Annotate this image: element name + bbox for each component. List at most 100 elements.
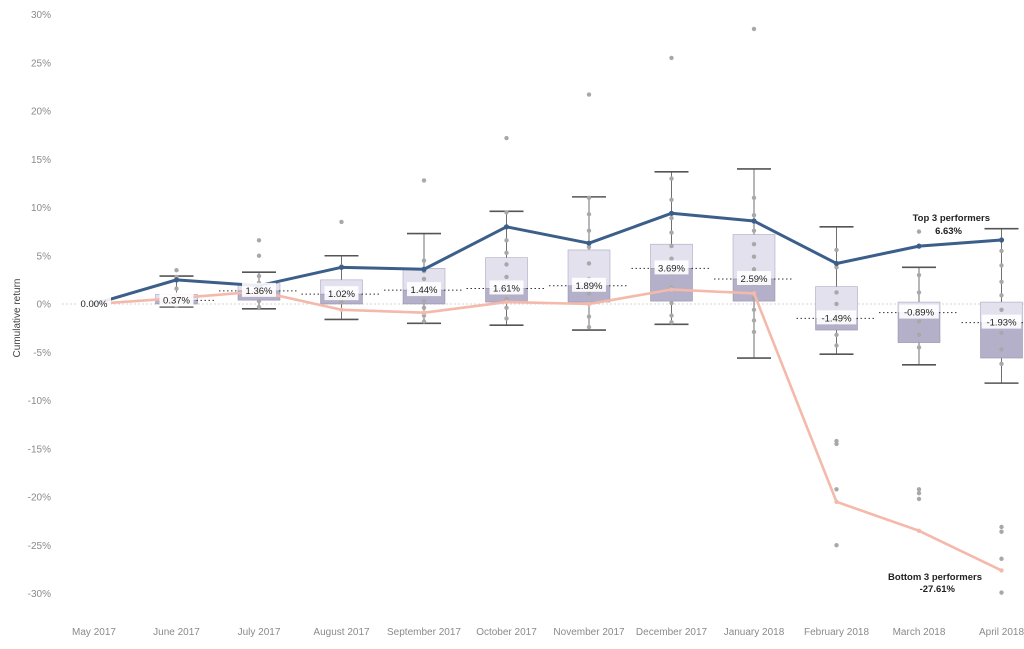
data-point [916,272,922,278]
data-point [339,219,344,225]
data-point [916,332,922,338]
data-point [999,307,1004,312]
data-point [916,290,922,295]
bottom-series-label: Bottom 3 performers [888,572,982,583]
data-point [669,313,674,318]
x-tick-label: May 2017 [72,627,116,638]
data-point [174,268,179,273]
series-point [504,299,509,305]
data-point [751,26,757,32]
data-point [504,210,509,215]
x-tick-label: August 2017 [313,627,370,638]
data-point [421,276,427,282]
data-point [421,319,427,324]
data-point [834,301,839,307]
median-label-bg [981,314,1022,329]
median-label-bg [324,286,359,301]
series-point [586,301,592,307]
data-point [504,262,509,267]
data-point [339,299,344,305]
median-label-bg [899,304,939,319]
series-point [998,237,1005,243]
series-point [668,210,675,216]
data-point [834,343,839,348]
x-tick-label: January 2018 [724,627,785,638]
data-point [999,529,1004,534]
data-point [751,307,757,312]
data-point [504,250,509,256]
median-label: 1.44% [411,285,438,296]
data-point [586,261,592,266]
series-point [586,240,592,246]
x-tick-label: November 2017 [553,627,625,638]
data-point [256,253,262,258]
series-point [916,528,922,533]
data-point [751,267,757,272]
data-point [751,195,757,201]
series-point [421,310,427,315]
median-label: 1.89% [576,281,603,292]
series-point [421,266,427,272]
scatter-points [91,26,1004,595]
median-label: -0.89% [904,308,935,319]
median-label-bg [816,310,857,325]
data-point [999,248,1004,254]
data-point [504,305,509,311]
bottom-series-value: -27.61% [920,584,956,595]
data-point [834,487,839,492]
data-point [421,178,427,183]
data-point [421,258,427,263]
median-label: 0.00% [81,299,108,310]
median-label-bg [77,296,111,310]
y-tick-label: -15% [28,444,51,455]
series-point [338,264,345,270]
series-point [834,499,839,505]
series-lines [91,210,1005,573]
median-label: 1.61% [493,283,520,294]
data-point [586,212,592,217]
series-point [751,291,757,296]
y-tick-label: 20% [31,107,51,118]
data-point [669,55,674,61]
x-tick-label: April 2018 [979,627,1024,638]
x-tick-label: March 2018 [893,627,946,638]
top-series-label: Top 3 performers [913,213,990,224]
x-tick-label: September 2017 [387,627,461,638]
y-tick-label: 30% [31,10,51,21]
box-plots [136,168,1024,384]
data-point [916,319,922,324]
data-point [916,487,922,492]
data-point [586,228,592,233]
data-point [834,265,839,270]
data-point [504,135,509,141]
y-tick-label: 0% [37,300,52,311]
x-tick-label: July 2017 [238,627,281,638]
median-label-bg [242,282,276,297]
data-point [669,230,674,235]
median-label: 1.02% [328,289,355,300]
data-point [916,490,922,496]
median-label-bg [737,271,771,286]
median-label-bg [654,260,689,275]
data-point [504,316,509,321]
median-label: 1.36% [246,286,273,297]
data-point [256,238,262,243]
data-point [999,263,1004,268]
data-point [751,329,757,335]
data-point [834,247,839,253]
data-point [999,590,1004,595]
data-point [916,496,922,502]
median-label-bg [159,292,194,307]
data-point [256,304,262,310]
data-point [751,241,757,247]
data-point [834,441,839,447]
y-tick-label: -5% [33,348,51,359]
top-series-value: 6.63% [935,226,962,237]
series-point [751,218,757,224]
data-point [669,197,674,202]
data-point [669,243,674,249]
data-point [504,238,509,243]
data-point [256,298,262,304]
data-point [916,345,922,350]
